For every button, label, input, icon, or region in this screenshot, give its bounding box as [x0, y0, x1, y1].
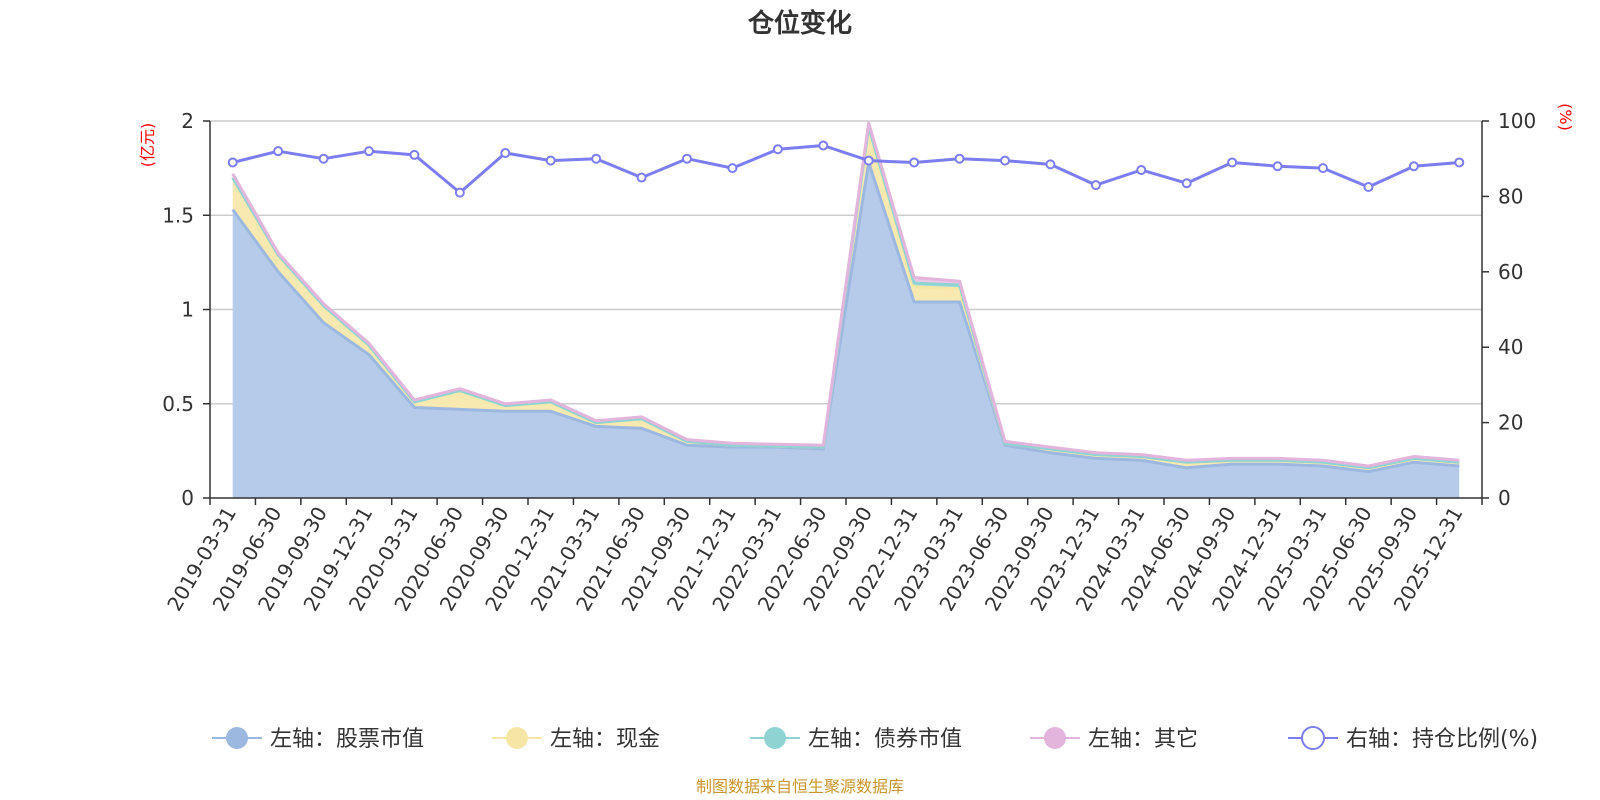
legend-label: 左轴：股票市值 — [270, 727, 424, 752]
ratio-point — [1318, 163, 1328, 174]
legend-marker — [764, 727, 786, 749]
legend: 左轴：股票市值 左轴：现金 左轴：债券市值 左轴：其它 右轴：持仓比例(%) — [212, 726, 1538, 752]
legend-marker — [226, 727, 248, 749]
legend-item: 左轴：债券市值 — [750, 727, 962, 752]
ratio-point — [227, 157, 238, 168]
ratio-point — [1136, 165, 1147, 176]
ratio-point — [545, 155, 556, 166]
legend-label: 左轴：现金 — [550, 727, 660, 752]
line-左轴：其它 — [231, 121, 1460, 468]
right-tick-label: 100 — [1498, 109, 1536, 133]
legend-label: 左轴：其它 — [1088, 727, 1198, 752]
ratio-point — [1454, 157, 1465, 168]
ratio-point — [500, 148, 511, 159]
left-axis-unit: (亿元) — [138, 123, 157, 168]
ratio-point — [1363, 181, 1374, 192]
left-tick-label: 1 — [181, 298, 194, 322]
ratio-point — [1181, 178, 1192, 189]
ratio-point — [818, 140, 829, 151]
ratio-point — [318, 153, 329, 164]
left-tick-label: 2 — [181, 109, 194, 133]
ratio-point — [409, 149, 420, 160]
ratio-point — [727, 163, 738, 174]
ratio-point — [591, 153, 602, 164]
legend-marker — [1044, 727, 1066, 749]
ratio-point — [682, 153, 692, 164]
right-tick-label: 20 — [1498, 411, 1523, 435]
legend-label: 左轴：债券市值 — [808, 727, 962, 752]
ratio-point — [454, 187, 465, 198]
chart-title: 仓位变化 — [747, 8, 852, 39]
left-tick-label: 0 — [181, 486, 194, 510]
ratio-point — [954, 153, 965, 164]
ratio-point — [364, 146, 374, 157]
ratio-point — [1045, 159, 1056, 170]
stacked-areas — [231, 121, 1460, 498]
ratio-point — [909, 157, 920, 168]
area-左轴：股票市值 — [232, 162, 1460, 498]
left-tick-label: 0.5 — [162, 392, 194, 416]
legend-item: 左轴：股票市值 — [212, 727, 424, 752]
legend-item: 左轴：现金 — [492, 727, 660, 752]
ratio-point — [1000, 155, 1010, 166]
ratio-point — [772, 144, 783, 155]
ratio-point — [273, 146, 284, 157]
right-axis-unit: (%) — [1556, 103, 1575, 131]
ratio-point — [636, 172, 647, 183]
ratio-line — [232, 144, 1460, 195]
legend-label: 右轴：持仓比例(%) — [1346, 727, 1538, 752]
ratio-point — [1227, 157, 1238, 168]
right-tick-label: 60 — [1498, 260, 1523, 284]
ratio-point — [863, 155, 874, 166]
line-左轴：股票市值 — [231, 161, 1460, 474]
right-tick-label: 80 — [1498, 184, 1523, 208]
right-tick-label: 0 — [1498, 486, 1511, 510]
ratio-point — [1090, 180, 1101, 191]
ratio-point — [1408, 161, 1419, 172]
legend-item: 左轴：其它 — [1030, 727, 1198, 752]
legend-marker — [506, 727, 528, 749]
right-tick-label: 40 — [1498, 335, 1523, 359]
data-source-note: 制图数据来自恒生聚源数据库 — [696, 777, 904, 796]
legend-item: 右轴：持仓比例(%) — [1288, 726, 1538, 752]
legend-marker — [1301, 726, 1325, 750]
left-tick-label: 1.5 — [162, 203, 194, 227]
ratio-line-series — [227, 140, 1465, 198]
ratio-point — [1272, 161, 1283, 172]
